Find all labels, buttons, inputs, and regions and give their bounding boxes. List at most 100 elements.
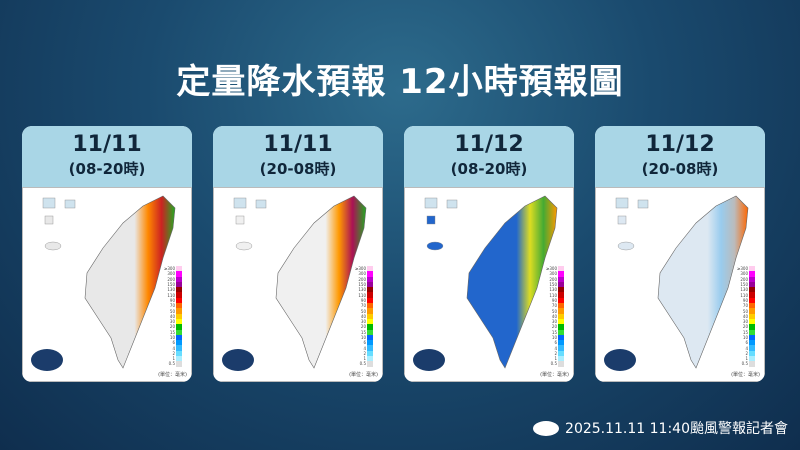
legend-label: 50	[551, 308, 557, 314]
legend-swatch	[558, 345, 564, 351]
legend-entry: 40	[545, 313, 567, 319]
legend-entry: ≥300	[163, 266, 185, 272]
legend-label: 4	[745, 345, 748, 351]
legend-entry: 50	[545, 308, 567, 314]
panel-period: (20-08時)	[641, 160, 719, 178]
legend-entry: 6	[736, 340, 758, 346]
legend-swatch	[367, 324, 373, 330]
legend-entry: 150	[545, 281, 567, 288]
legend-entry: 110	[163, 292, 185, 298]
legend-entry: 1	[354, 356, 376, 362]
rainfall-legend: ≥300 300 200 150 130 110 90 70 50 40 30 20 15 10 6 4 2 1 0…	[354, 266, 376, 367]
legend-swatch	[176, 287, 182, 293]
legend-label: 300	[167, 271, 175, 277]
legend-label: ≥300	[355, 266, 366, 272]
taiwan-map	[42, 195, 176, 369]
legend-swatch	[176, 340, 182, 346]
legend-swatch	[749, 281, 755, 288]
legend-swatch	[367, 350, 373, 357]
legend-swatch	[749, 361, 755, 367]
legend-entry: 200	[545, 276, 567, 282]
legend-swatch	[749, 276, 755, 282]
legend-entry: 30	[354, 318, 376, 325]
legend-label: 90	[742, 297, 748, 303]
legend-label: 30	[742, 319, 748, 325]
legend-entry: 10	[736, 334, 758, 341]
legend-swatch	[176, 334, 182, 341]
legend-entry: 150	[163, 281, 185, 288]
legend-swatch	[558, 340, 564, 346]
legend-swatch	[749, 266, 755, 272]
legend-label: 200	[358, 276, 366, 282]
legend-entry: 110	[354, 292, 376, 298]
legend-entry: 70	[736, 303, 758, 309]
legend-swatch	[749, 308, 755, 314]
legend-label: 130	[549, 287, 557, 293]
legend-label: 20	[742, 324, 748, 330]
legend-swatch	[367, 297, 373, 304]
legend-swatch	[749, 287, 755, 293]
legend-entry: 1	[163, 356, 185, 362]
legend-swatch	[367, 266, 373, 272]
legend-label: 70	[551, 303, 557, 309]
legend-label: 40	[360, 313, 366, 319]
legend-swatch	[558, 318, 564, 325]
legend-entry: 40	[354, 313, 376, 319]
legend-entry: 90	[736, 297, 758, 304]
legend-entry: 2	[545, 350, 567, 357]
legend-entry: 10	[354, 334, 376, 341]
legend-entry: 15	[736, 329, 758, 335]
panel-date: 11/12	[645, 132, 715, 157]
panel-date: 11/12	[454, 132, 524, 157]
legend-swatch	[176, 313, 182, 319]
legend-entry: 50	[736, 308, 758, 314]
legend-entry: 4	[163, 345, 185, 351]
legend-entry: ≥300	[736, 266, 758, 272]
legend-label: 6	[554, 340, 557, 346]
legend-label: 10	[169, 335, 175, 340]
footer-text: 2025.11.11 11:40颱風警報記者會	[565, 421, 788, 437]
legend-entry: 0.5	[354, 361, 376, 367]
legend-entry: 30	[736, 318, 758, 325]
legend-label: 200	[549, 276, 557, 282]
legend-entry: 90	[545, 297, 567, 304]
legend-swatch	[558, 324, 564, 330]
legend-label: 0.5	[550, 361, 557, 367]
legend-entry: 6	[354, 340, 376, 346]
legend-entry: 130	[354, 287, 376, 293]
legend-swatch	[176, 292, 182, 298]
panel-period: (08-20時)	[68, 160, 146, 178]
legend-entry: ≥300	[354, 266, 376, 272]
legend-label: 30	[551, 319, 557, 325]
rainfall-map: ≥300 300 200 150 130 110 90 70 50 40 30 20 15 10 6 4 2 1 0…	[213, 187, 383, 382]
legend-label: 0.5	[359, 361, 366, 367]
legend-swatch	[558, 350, 564, 357]
legend-label: 4	[363, 345, 366, 351]
panel-period: (08-20時)	[450, 160, 528, 178]
legend-swatch	[558, 308, 564, 314]
legend-entry: 300	[545, 271, 567, 277]
legend-label: 4	[172, 345, 175, 351]
panel-date: 11/11	[72, 132, 142, 157]
legend-entry: 20	[163, 324, 185, 330]
legend-label: 6	[172, 340, 175, 346]
legend-entry: 300	[736, 271, 758, 277]
legend-swatch	[558, 329, 564, 335]
legend-label: 70	[742, 303, 748, 309]
rainfall-legend: ≥300 300 200 150 130 110 90 70 50 40 30 20 15 10 6 4 2 1 0…	[736, 266, 758, 367]
legend-label: 300	[740, 271, 748, 277]
legend-entry: 0.5	[736, 361, 758, 367]
legend-swatch	[176, 276, 182, 282]
legend-entry: 300	[354, 271, 376, 277]
legend-swatch	[367, 356, 373, 362]
legend-label: 300	[549, 271, 557, 277]
legend-entry: 2	[354, 350, 376, 357]
legend-label: 110	[740, 292, 748, 298]
legend-swatch	[367, 308, 373, 314]
cwa-logo-icon	[222, 349, 254, 371]
legend-swatch	[749, 345, 755, 351]
legend-label: 4	[554, 345, 557, 351]
legend-label: 90	[169, 297, 175, 303]
legend-swatch	[176, 350, 182, 357]
legend-entry: 0.5	[545, 361, 567, 367]
